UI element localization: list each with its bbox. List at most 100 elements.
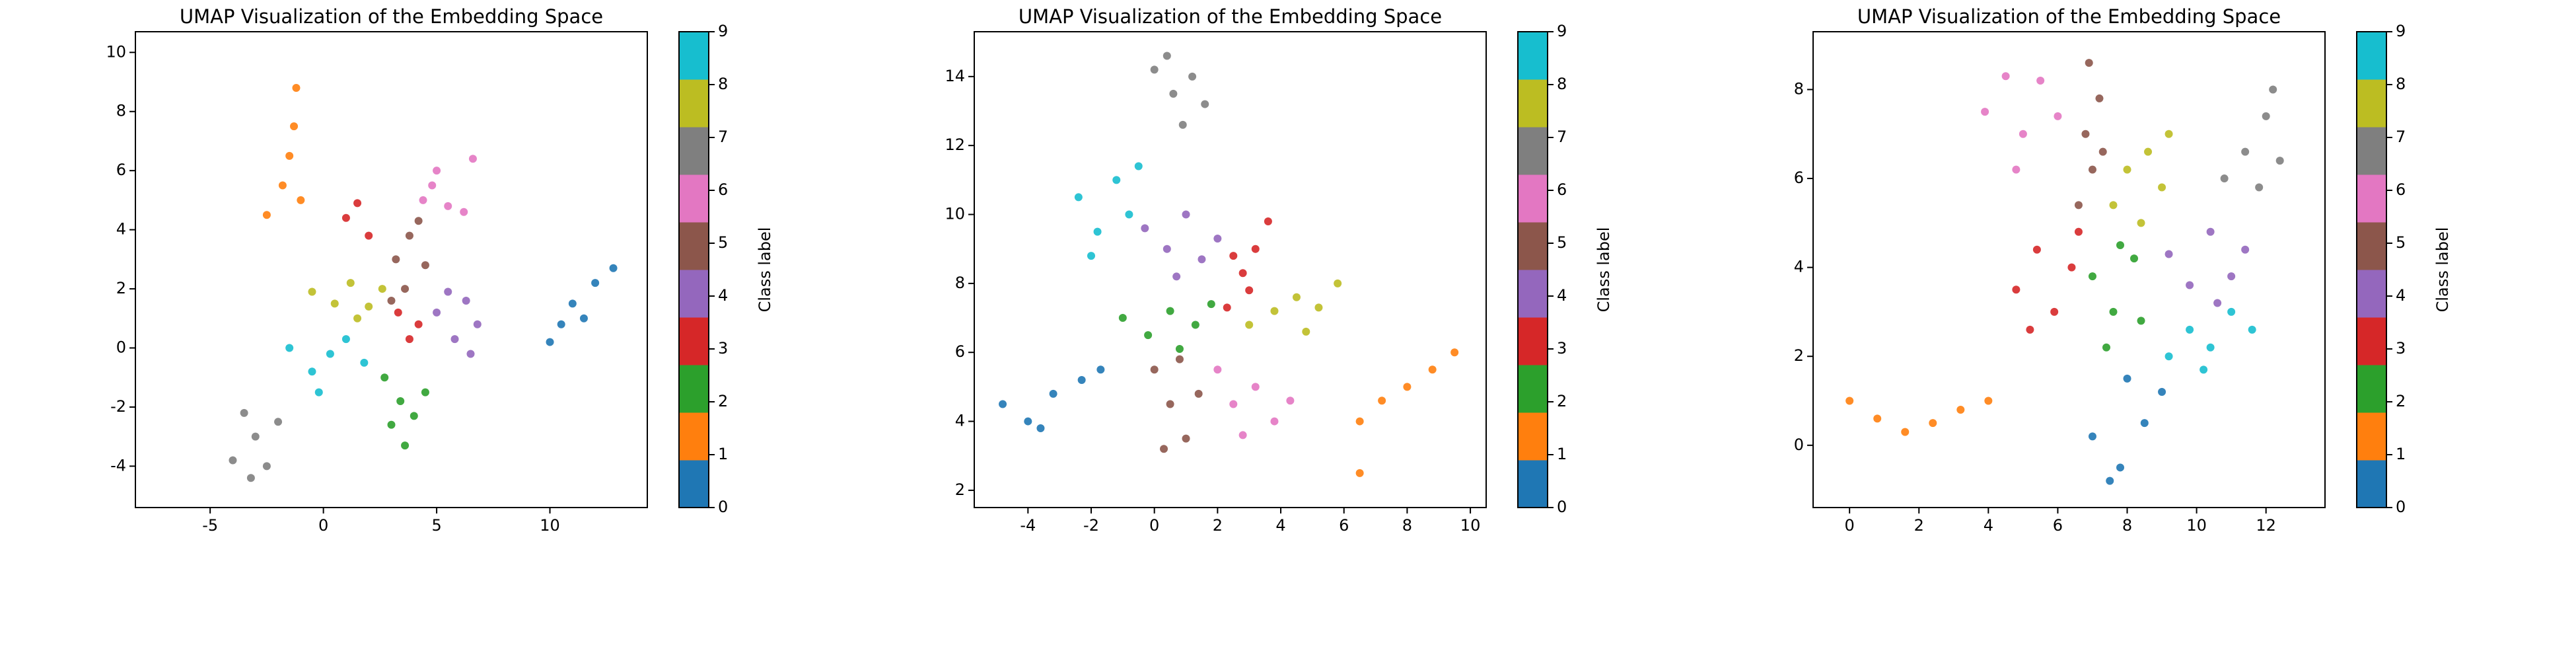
point xyxy=(240,408,248,417)
colorbar-segment xyxy=(1518,127,1548,175)
point xyxy=(297,196,305,204)
y-tick-label: 8 xyxy=(116,102,126,120)
x-tick-label: 5 xyxy=(431,516,441,535)
y-tick-label: 0 xyxy=(1794,436,1804,454)
point xyxy=(2241,147,2250,156)
point xyxy=(2206,227,2215,236)
colorbar-segment xyxy=(2357,270,2386,318)
point xyxy=(2001,72,2010,81)
x-tick-label: 10 xyxy=(2186,516,2207,535)
point xyxy=(1166,307,1174,315)
x-tick-label: 0 xyxy=(318,516,328,535)
point xyxy=(290,122,299,131)
point xyxy=(2067,263,2076,272)
y-tick-label: 2 xyxy=(116,279,126,297)
colorbar-tick-label: 8 xyxy=(2396,75,2406,93)
point xyxy=(419,196,427,204)
point xyxy=(2186,325,2194,334)
point xyxy=(365,302,373,311)
colorbar-label: Class label xyxy=(1594,227,1613,313)
y-tick-label: 6 xyxy=(955,342,965,361)
y-tick-label: 10 xyxy=(106,42,126,61)
colorbar-segment xyxy=(1518,79,1548,128)
point xyxy=(1286,397,1295,405)
colorbar-segment xyxy=(1518,270,1548,318)
point xyxy=(346,279,355,287)
point xyxy=(421,388,429,397)
y-tick-label: 6 xyxy=(116,161,126,179)
point xyxy=(2137,317,2145,325)
point xyxy=(579,314,588,322)
colorbar-tick-label: 6 xyxy=(718,180,728,199)
point xyxy=(1428,365,1437,374)
chart-title: UMAP Visualization of the Embedding Spac… xyxy=(180,5,603,28)
point xyxy=(2109,307,2118,316)
colorbar-label: Class label xyxy=(756,227,774,313)
point xyxy=(1873,414,1882,423)
point xyxy=(2220,174,2229,183)
point xyxy=(444,287,452,296)
point xyxy=(557,320,565,328)
point xyxy=(396,397,405,406)
point xyxy=(405,231,413,240)
point xyxy=(421,261,429,270)
point xyxy=(1169,89,1178,98)
point xyxy=(1194,389,1203,398)
point xyxy=(1302,327,1310,336)
x-tick-label: -4 xyxy=(1020,516,1036,535)
subplot: UMAP Visualization of the Embedding Spac… xyxy=(945,5,1613,535)
colorbar-tick-label: 2 xyxy=(1557,392,1567,410)
colorbar-segment xyxy=(2357,460,2386,508)
point xyxy=(1166,400,1174,408)
point xyxy=(433,308,441,317)
point xyxy=(1929,419,1937,428)
point xyxy=(2088,272,2096,281)
colorbar-frame xyxy=(1517,31,1548,508)
point xyxy=(2165,130,2173,138)
point xyxy=(1245,286,1254,295)
point xyxy=(2116,241,2124,249)
y-tick-label: -2 xyxy=(110,397,126,416)
point xyxy=(1238,269,1247,278)
point xyxy=(1144,331,1153,340)
point xyxy=(1077,375,1086,384)
point xyxy=(2165,250,2173,258)
point xyxy=(1134,162,1143,171)
point xyxy=(1093,227,1102,236)
point xyxy=(1150,365,1159,374)
point xyxy=(1160,445,1168,453)
point xyxy=(1901,428,1910,436)
colorbar-tick-label: 7 xyxy=(2396,128,2406,146)
colorbar-segment xyxy=(2357,79,2386,128)
y-tick-label: 8 xyxy=(1794,79,1804,98)
point xyxy=(2144,147,2153,156)
point xyxy=(1984,397,1993,405)
point xyxy=(1163,52,1171,60)
colorbar-tick-label: 9 xyxy=(1557,22,1567,40)
colorbar-segment xyxy=(2357,222,2386,270)
point xyxy=(1264,217,1272,225)
point xyxy=(2123,374,2131,383)
point xyxy=(1223,303,1231,312)
point xyxy=(1378,397,1386,405)
point xyxy=(2255,183,2264,192)
colorbar-segment xyxy=(679,222,709,270)
point xyxy=(1087,252,1096,260)
point xyxy=(341,335,350,344)
colorbar-segment xyxy=(679,460,709,508)
point xyxy=(1201,100,1209,108)
point xyxy=(1096,365,1105,374)
colorbar-tick-label: 8 xyxy=(1557,75,1567,93)
point xyxy=(2227,272,2236,281)
colorbar-segment xyxy=(679,127,709,175)
point xyxy=(2106,476,2114,485)
axes-frame xyxy=(974,31,1487,508)
point xyxy=(1074,193,1083,202)
point xyxy=(392,255,400,264)
x-tick-label: 2 xyxy=(1914,516,1924,535)
point xyxy=(1403,383,1412,391)
point xyxy=(546,338,554,346)
colorbar-segment xyxy=(2357,365,2386,413)
point xyxy=(2213,299,2222,307)
point xyxy=(1213,235,1222,243)
